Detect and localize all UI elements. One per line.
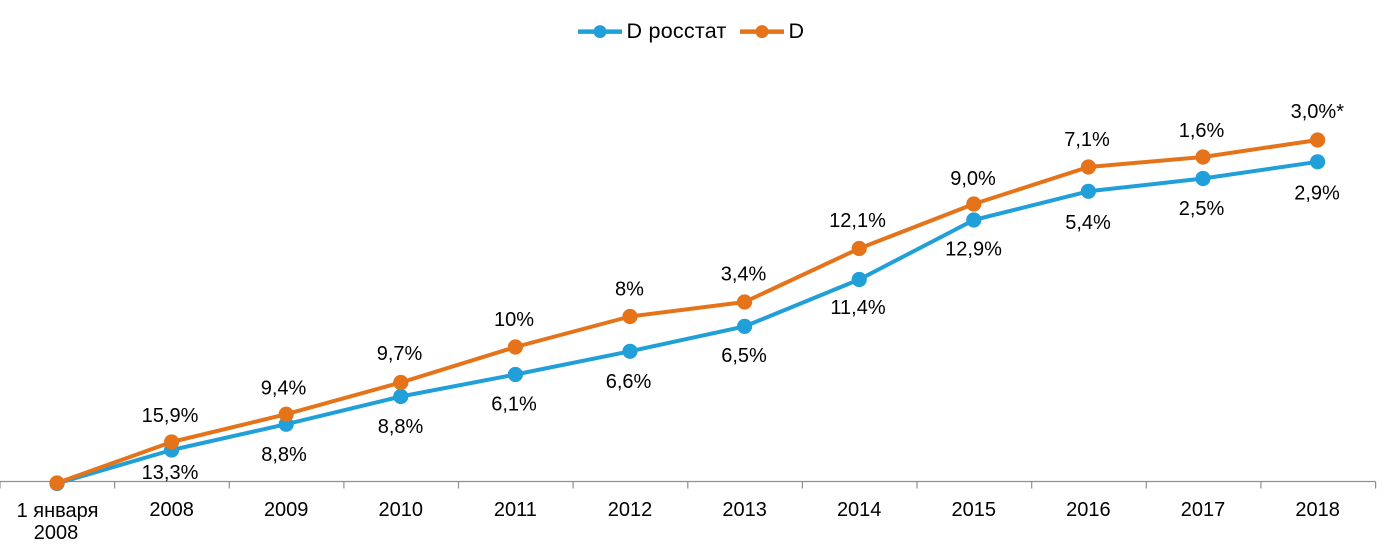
svg-text:2,9%: 2,9% bbox=[1294, 182, 1340, 204]
svg-text:2015: 2015 bbox=[952, 499, 997, 521]
svg-text:9,0%: 9,0% bbox=[950, 168, 996, 190]
svg-text:7,1%: 7,1% bbox=[1064, 129, 1110, 151]
svg-text:2011: 2011 bbox=[494, 499, 537, 521]
svg-text:2008: 2008 bbox=[149, 499, 194, 521]
svg-text:11,4%: 11,4% bbox=[830, 297, 885, 319]
svg-text:3,4%: 3,4% bbox=[721, 263, 767, 285]
svg-text:2013: 2013 bbox=[722, 499, 767, 521]
svg-text:8,8%: 8,8% bbox=[378, 416, 424, 438]
svg-text:2014: 2014 bbox=[837, 499, 882, 521]
svg-text:9,7%: 9,7% bbox=[377, 343, 423, 365]
svg-text:15,9%: 15,9% bbox=[142, 405, 199, 427]
svg-text:2017: 2017 bbox=[1181, 499, 1226, 521]
svg-text:12,1%: 12,1% bbox=[829, 210, 886, 232]
svg-text:8,8%: 8,8% bbox=[261, 444, 307, 466]
svg-text:2012: 2012 bbox=[608, 499, 653, 521]
svg-text:2016: 2016 bbox=[1066, 499, 1111, 521]
svg-text:2009: 2009 bbox=[264, 499, 309, 521]
svg-text:10%: 10% bbox=[494, 309, 534, 331]
svg-text:2018: 2018 bbox=[1295, 499, 1340, 521]
svg-text:D: D bbox=[789, 19, 805, 43]
svg-text:6,5%: 6,5% bbox=[721, 345, 767, 367]
svg-text:6,6%: 6,6% bbox=[606, 371, 652, 393]
svg-text:1 января: 1 января bbox=[17, 500, 99, 522]
svg-text:D росстат: D росстат bbox=[627, 19, 727, 43]
svg-text:6,1%: 6,1% bbox=[491, 393, 537, 415]
svg-text:1,6%: 1,6% bbox=[1179, 120, 1225, 142]
svg-text:13,3%: 13,3% bbox=[142, 462, 199, 484]
svg-text:3,0%*: 3,0%* bbox=[1291, 101, 1345, 123]
svg-text:2010: 2010 bbox=[379, 499, 424, 521]
svg-text:12,9%: 12,9% bbox=[945, 238, 1002, 260]
svg-text:8%: 8% bbox=[615, 278, 644, 300]
svg-text:2008: 2008 bbox=[34, 522, 79, 544]
svg-text:5,4%: 5,4% bbox=[1065, 212, 1111, 234]
svg-text:9,4%: 9,4% bbox=[261, 377, 307, 399]
svg-text:2,5%: 2,5% bbox=[1179, 198, 1225, 220]
